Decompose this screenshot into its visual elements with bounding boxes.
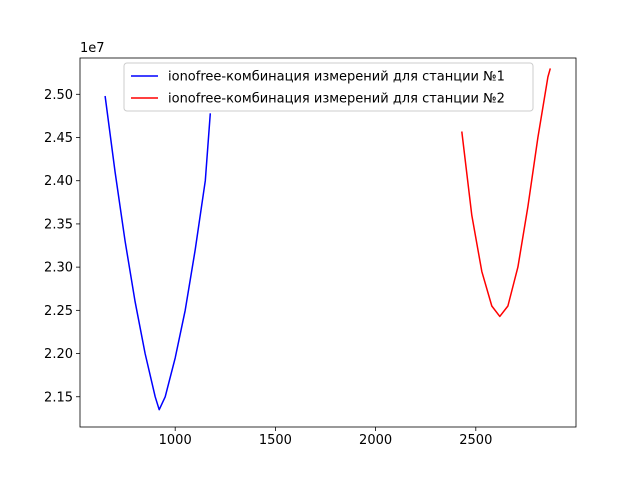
y-tick-label: 2.30 bbox=[44, 261, 73, 276]
y-tick-label: 2.20 bbox=[44, 347, 73, 362]
plot-frame bbox=[79, 57, 577, 428]
y-tick-label: 2.25 bbox=[44, 304, 73, 319]
series-line-1 bbox=[104, 95, 212, 411]
y-tick-label: 2.15 bbox=[44, 390, 73, 405]
x-tick-label: 2000 bbox=[359, 433, 392, 448]
series-line-2 bbox=[461, 68, 552, 318]
legend-label-1: ionofree-комбинация измерений для станци… bbox=[168, 70, 505, 85]
x-axis: 1000 1500 2000 2500 bbox=[159, 427, 492, 448]
y-tick-label: 2.50 bbox=[44, 88, 73, 103]
y-tick-label: 2.45 bbox=[44, 131, 73, 146]
x-tick-label: 2500 bbox=[459, 433, 492, 448]
y-axis: 2.15 2.20 2.25 2.30 2.35 2.40 2.45 2.50 bbox=[44, 88, 80, 405]
legend: ionofree-комбинация измерений для станци… bbox=[123, 62, 534, 112]
x-tick-label: 1500 bbox=[259, 433, 292, 448]
legend-box bbox=[123, 62, 534, 112]
y-tick-label: 2.35 bbox=[44, 217, 73, 232]
legend-label-2: ionofree-комбинация измерений для станци… bbox=[168, 92, 505, 107]
series-layer bbox=[104, 68, 552, 411]
y-offset-label: 1e7 bbox=[80, 41, 105, 56]
y-tick-label: 2.40 bbox=[44, 174, 73, 189]
x-tick-label: 1000 bbox=[159, 433, 192, 448]
plot-area bbox=[79, 57, 577, 428]
